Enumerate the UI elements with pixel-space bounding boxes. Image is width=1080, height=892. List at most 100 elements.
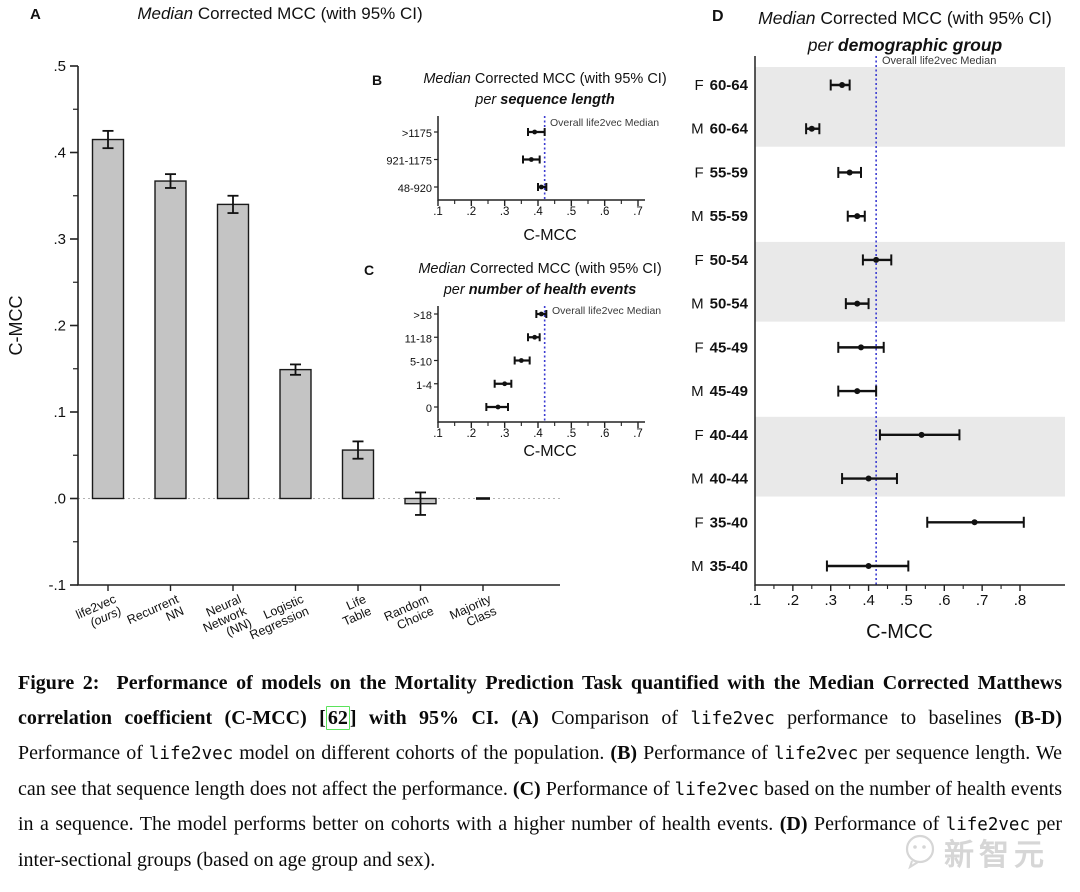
x-category-label: life2vec(ours): [74, 592, 124, 634]
panel-c-label: C: [364, 262, 375, 278]
caption-text-segment: [: [319, 706, 326, 729]
bar-chart-model-comparison: life2vec(ours) RecurrentNN NeuralNetwork(N…: [6, 58, 560, 647]
panel-c: C Median Corrected MCC (with 95% CI) per…: [356, 250, 696, 470]
panel-a: A Median Corrected MCC (with 95% CI) lif…: [0, 0, 620, 668]
y-tick-label: .4: [53, 145, 66, 162]
caption-text-segment: Performance of: [807, 813, 946, 836]
forest-plot-health-events: Overall life2vec Median >18 11-18 5-10 1-4 0.…: [405, 305, 662, 460]
median-dot: [532, 334, 538, 340]
y-tick-label: -.1: [48, 577, 66, 594]
y-tick-label: .3: [53, 231, 66, 248]
category-label: M 55-59: [691, 208, 748, 225]
caption-text-segment: per inter-sectional groups (based on age…: [18, 813, 1063, 871]
panel-d-subtitle-topic: demographic group: [837, 35, 1003, 55]
x-category-label: RecurrentNN: [125, 592, 187, 639]
panel-c-subtitle-per: per: [443, 282, 469, 298]
category-label: M 45-49: [691, 383, 748, 400]
x-tick-label: .1: [749, 592, 762, 609]
y-tick-label: .1: [53, 404, 66, 421]
shaded-band: [755, 241, 1065, 322]
median-dot: [854, 213, 861, 220]
category-label: >18: [413, 310, 432, 322]
x-tick-label: .7: [976, 592, 989, 609]
panel-a-title-italic: Median: [137, 4, 194, 23]
figure-caption: Figure 2: Performance of models on the M…: [18, 666, 1062, 878]
category-label: F 55-59: [694, 164, 748, 181]
x-tick-label: .3: [824, 592, 837, 609]
median-dot: [846, 169, 853, 176]
panel-c-title-rest: Corrected MCC (with 95% CI): [465, 261, 662, 277]
ci-rows-group: [522, 128, 548, 191]
panel-d-subtitle-per: per: [807, 35, 838, 55]
caption-text-segment: (A): [511, 706, 539, 729]
category-label: F 45-49: [694, 339, 748, 356]
bar: [216, 203, 250, 500]
caption-text-segment: Performance of: [18, 742, 149, 765]
category-label: M 35-40: [691, 558, 748, 575]
panel-d-title: Median Corrected MCC (with 95% CI): [730, 8, 1080, 29]
panel-c-title-italic: Median: [418, 261, 466, 277]
category-label: 0: [426, 403, 432, 415]
median-dot: [538, 184, 544, 190]
caption-text-segment: based on the number of health events in …: [18, 777, 1063, 836]
panel-a-title-rest: Corrected MCC (with 95% CI): [193, 4, 423, 23]
median-dot: [808, 125, 815, 132]
caption-text-segment: life2vec: [690, 708, 775, 729]
x-tick-label: .4: [862, 592, 875, 609]
caption-text-segment: Performance of: [637, 742, 774, 765]
category-label: M 50-54: [691, 296, 749, 313]
caption-text-segment: ]: [349, 706, 357, 729]
x-category-label: NeuralNetwork(NN): [196, 592, 255, 647]
x-tick-label: .4: [533, 206, 543, 218]
caption-text-segment: performance to baselines: [774, 706, 1015, 729]
median-dot: [532, 129, 538, 135]
x-tick-label: .5: [567, 428, 577, 440]
median-dot: [495, 404, 501, 410]
x-tick-label: .7: [633, 428, 643, 440]
x-tick-label: .2: [467, 428, 477, 440]
caption-text-segment: model on different cohorts of the popula…: [233, 742, 611, 765]
axes-spine: [437, 306, 645, 423]
panel-d-subtitle: per demographic group: [730, 35, 1080, 56]
panel-a-label: A: [30, 6, 41, 23]
caption-text-segment: Figure 2: Performance of models on the M…: [18, 672, 1062, 729]
panel-b-title-italic: Median: [423, 71, 471, 87]
category-label: F 50-54: [694, 252, 748, 269]
x-tick-label: .6: [600, 428, 610, 440]
reference-line-label: Overall life2vec Median: [550, 117, 659, 129]
forest-plot-demographic-groups: Overall life2vec Median F 60-64 M 60-64 F 55-5…: [691, 55, 1065, 643]
caption-text-segment: Comparison of: [538, 706, 691, 729]
citation-link-62[interactable]: 62: [325, 705, 350, 730]
panel-d-title-rest: Corrected MCC (with 95% CI): [815, 8, 1052, 28]
caption-text-segment: life2vec: [674, 779, 759, 800]
panel-d-title-italic: Median: [758, 8, 816, 28]
caption-text-segment: life2vec: [774, 744, 859, 765]
panel-c-subtitle-topic: number of health events: [468, 282, 637, 298]
error-bars-group: [102, 129, 426, 516]
x-tick-label: .1: [433, 428, 443, 440]
y-tick-label: .2: [53, 318, 66, 335]
panel-d: D Median Corrected MCC (with 95% CI) per…: [690, 0, 1080, 660]
shaded-band: [755, 67, 1065, 147]
ci-rows-group: [805, 79, 1025, 572]
category-label: F 60-64: [694, 77, 748, 94]
panel-b-title: Median Corrected MCC (with 95% CI): [392, 71, 698, 87]
x-tick-label: .3: [500, 206, 510, 218]
median-dot: [854, 300, 861, 307]
category-label: >1175: [402, 128, 432, 140]
category-label: 48-920: [398, 183, 432, 195]
panel-b-subtitle-topic: sequence length: [500, 92, 615, 108]
x-tick-label: .3: [500, 428, 510, 440]
x-tick-label: .2: [467, 206, 477, 218]
x-category-label: MajorityClass: [448, 592, 500, 635]
x-axis-label: C-MCC: [523, 443, 576, 460]
bar: [91, 138, 125, 500]
forest-plot-sequence-length: Overall life2vec Median >1175 921-1175 48-9…: [386, 116, 659, 244]
bar: [279, 368, 312, 500]
x-tick-label: .6: [600, 206, 610, 218]
x-category-label: LogisticRegression: [242, 592, 311, 642]
median-dot: [865, 563, 872, 569]
median-dot: [502, 381, 508, 387]
panel-b-subtitle-per: per: [475, 92, 501, 108]
category-label: F 40-44: [694, 427, 748, 444]
